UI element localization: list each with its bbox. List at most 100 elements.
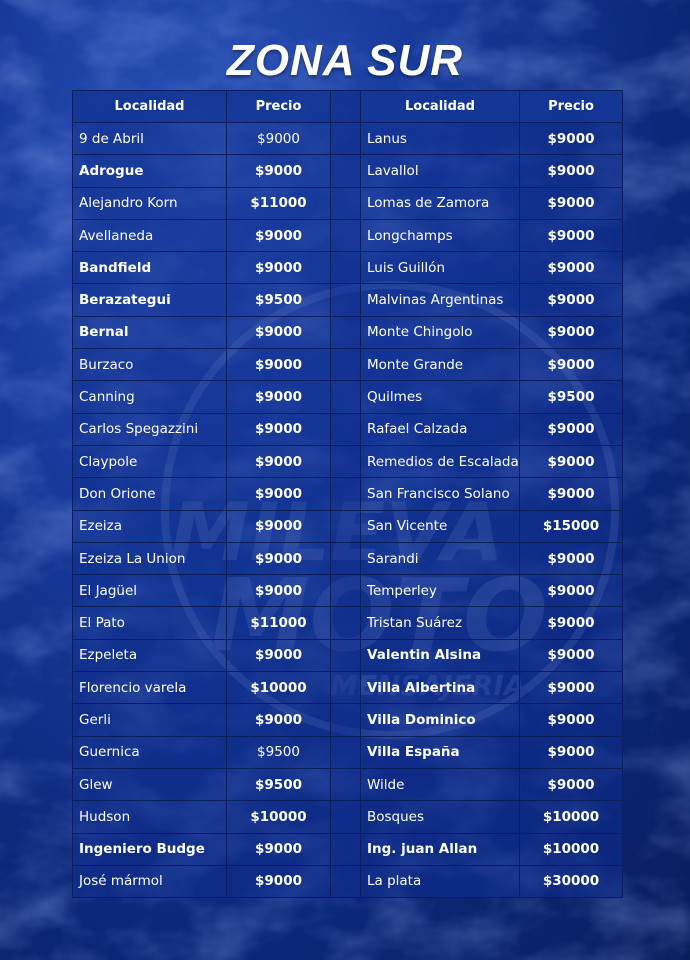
- locality-price: $9000: [519, 186, 623, 220]
- locality-name: Bandfield: [72, 251, 227, 285]
- locality-price: $9000: [519, 671, 623, 705]
- locality-name: Ing. juan Allan: [360, 832, 520, 866]
- locality-name: Valentin Alsina: [360, 638, 520, 673]
- locality-name: Villa España: [360, 735, 520, 769]
- locality-price: $9000: [226, 444, 331, 479]
- header-localidad-right: Localidad: [360, 90, 520, 123]
- locality-price: $10000: [226, 671, 331, 705]
- table-row: Glew $9500 Wilde $9000: [72, 767, 623, 802]
- table-row: 9 de Abril $9000 Lanus $9000: [72, 121, 623, 156]
- locality-name: Monte Grande: [360, 348, 520, 382]
- locality-price: $9000: [226, 574, 331, 608]
- column-spacer: [330, 186, 361, 220]
- locality-price: $9000: [519, 638, 623, 673]
- locality-name: Tristan Suárez: [360, 606, 520, 640]
- locality-price: $9000: [226, 541, 331, 576]
- table-row: Bernal $9000 Monte Chingolo $9000: [72, 315, 623, 350]
- table-row: Hudson $10000 Bosques $10000: [72, 800, 623, 834]
- table-row: El Pato $11000 Tristan Suárez $9000: [72, 606, 623, 640]
- locality-price: $9500: [226, 283, 331, 317]
- column-spacer: [330, 90, 361, 123]
- locality-name: 9 de Abril: [72, 121, 227, 156]
- page-title: ZONA SUR: [226, 36, 464, 85]
- locality-price: $9000: [519, 541, 623, 576]
- locality-price: $10000: [226, 800, 331, 834]
- locality-name: Luis Guillón: [360, 251, 520, 285]
- locality-name: Avellaneda: [72, 218, 227, 253]
- locality-price: $9000: [226, 218, 331, 253]
- locality-price: $9000: [519, 251, 623, 285]
- locality-price: $9000: [519, 444, 623, 479]
- table-row: Ezeiza $9000 San Vicente $15000: [72, 509, 623, 543]
- locality-name: San Vicente: [360, 509, 520, 543]
- locality-price: $9000: [226, 703, 331, 737]
- table-row: Ingeniero Budge $9000 Ing. juan Allan $1000…: [72, 832, 623, 866]
- locality-price: $9000: [519, 703, 623, 737]
- locality-price: $9000: [226, 412, 331, 446]
- locality-name: Quilmes: [360, 380, 520, 414]
- table-row: Claypole $9000 Remedios de Escalada $9000: [72, 444, 623, 479]
- locality-price: $10000: [519, 832, 623, 866]
- locality-name: Bernal: [72, 315, 227, 350]
- locality-price: $9000: [519, 574, 623, 608]
- locality-name: Alejandro Korn: [72, 186, 227, 220]
- locality-name: Monte Chingolo: [360, 315, 520, 350]
- column-spacer: [330, 832, 361, 866]
- locality-price: $9000: [226, 251, 331, 285]
- column-spacer: [330, 251, 361, 285]
- locality-name: Adrogue: [72, 154, 227, 188]
- table-row: Adrogue $9000 Lavallol $9000: [72, 154, 623, 188]
- locality-price: $9000: [226, 348, 331, 382]
- table-row: Don Orione $9000 San Francisco Solano $9000: [72, 477, 623, 511]
- locality-name: Burzaco: [72, 348, 227, 382]
- locality-name: El Pato: [72, 606, 227, 640]
- header-precio-left: Precio: [226, 90, 331, 123]
- locality-name: Remedios de Escalada: [360, 444, 520, 479]
- locality-price: $9000: [519, 412, 623, 446]
- table-row: Avellaneda $9000 Longchamps $9000: [72, 218, 623, 253]
- locality-name: Carlos Spegazzini: [72, 412, 227, 446]
- locality-name: Ezeiza La Union: [72, 541, 227, 576]
- column-spacer: [330, 864, 361, 899]
- locality-price: $9000: [226, 380, 331, 414]
- column-spacer: [330, 380, 361, 414]
- locality-price: $9000: [519, 477, 623, 511]
- price-table: Localidad Precio Localidad Precio 9 de A…: [72, 90, 623, 899]
- locality-price: $9000: [519, 315, 623, 350]
- locality-name: San Francisco Solano: [360, 477, 520, 511]
- locality-price: $15000: [519, 509, 623, 543]
- column-spacer: [330, 477, 361, 511]
- locality-price: $9000: [226, 832, 331, 866]
- column-spacer: [330, 671, 361, 705]
- locality-price: $9000: [226, 121, 331, 156]
- column-spacer: [330, 703, 361, 737]
- locality-price: $9000: [519, 283, 623, 317]
- locality-price: $11000: [226, 186, 331, 220]
- locality-name: Gerli: [72, 703, 227, 737]
- locality-price: $10000: [519, 800, 623, 834]
- locality-name: Canning: [72, 380, 227, 414]
- locality-name: Villa Albertina: [360, 671, 520, 705]
- locality-name: Lomas de Zamora: [360, 186, 520, 220]
- locality-name: Don Orione: [72, 477, 227, 511]
- locality-price: $9500: [226, 735, 331, 769]
- locality-price: $9000: [519, 767, 623, 802]
- locality-price: $9000: [226, 154, 331, 188]
- table-row: Bandfield $9000 Luis Guillón $9000: [72, 251, 623, 285]
- locality-price: $9000: [226, 315, 331, 350]
- locality-name: Wilde: [360, 767, 520, 802]
- locality-price: $9000: [226, 864, 331, 899]
- column-spacer: [330, 767, 361, 802]
- column-spacer: [330, 606, 361, 640]
- table-row: José mármol $9000 La plata $30000: [72, 864, 623, 899]
- header-localidad-left: Localidad: [72, 90, 227, 123]
- locality-name: Glew: [72, 767, 227, 802]
- table-row: Canning $9000 Quilmes $9500: [72, 380, 623, 414]
- locality-name: Guernica: [72, 735, 227, 769]
- column-spacer: [330, 800, 361, 834]
- locality-name: Longchamps: [360, 218, 520, 253]
- locality-name: Bosques: [360, 800, 520, 834]
- table-row: Berazategui $9500 Malvinas Argentinas $9000: [72, 283, 623, 317]
- locality-price: $11000: [226, 606, 331, 640]
- locality-name: Florencio varela: [72, 671, 227, 705]
